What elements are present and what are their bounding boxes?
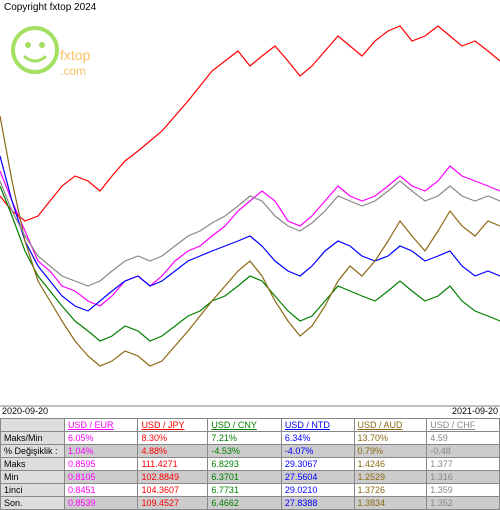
row-label: Son. (1, 497, 65, 510)
series-usd-chf (0, 181, 500, 286)
summary-table: USD / EURUSD / JPYUSD / CNYUSD / NTDUSD … (0, 418, 500, 510)
table-cell: 1.359 (427, 484, 500, 497)
pair-header[interactable]: USD / NTD (281, 419, 354, 432)
row-label: Maks (1, 458, 65, 471)
pair-header[interactable]: USD / AUD (354, 419, 427, 432)
row-label: % Değişiklik : (1, 445, 65, 458)
table-cell: 8.30% (138, 432, 208, 445)
table-cell: -0.48 (427, 445, 500, 458)
table-cell: 13.70% (354, 432, 427, 445)
table-cell: 6.3701 (208, 471, 281, 484)
table-cell: 102.8849 (138, 471, 208, 484)
row-label: Maks/Min (1, 432, 65, 445)
pair-header[interactable]: USD / EUR (65, 419, 138, 432)
table-cell: 1.3834 (354, 497, 427, 510)
row-label: Min (1, 471, 65, 484)
row-label: 1inci (1, 484, 65, 497)
table-cell: 29.3067 (281, 458, 354, 471)
series-usd-cny (0, 186, 500, 341)
series-usd-ntd (0, 156, 500, 311)
table-corner (1, 419, 65, 432)
series-usd-aud (0, 116, 500, 366)
table-cell: 27.8388 (281, 497, 354, 510)
table-cell: 6.7731 (208, 484, 281, 497)
table-cell: 1.04% (65, 445, 138, 458)
table-cell: 6.34% (281, 432, 354, 445)
table-cell: 6.05% (65, 432, 138, 445)
copyright-text: Copyright fxtop 2024 (4, 2, 96, 13)
table-cell: 4.59 (427, 432, 500, 445)
table-cell: 1.377 (427, 458, 500, 471)
table-cell: 0.79% (354, 445, 427, 458)
table-cell: 1.2529 (354, 471, 427, 484)
table-cell: 111.4271 (138, 458, 208, 471)
table-cell: 6.8293 (208, 458, 281, 471)
table-cell: -4.07% (281, 445, 354, 458)
table-cell: 1.352 (427, 497, 500, 510)
pair-header[interactable]: USD / CNY (208, 419, 281, 432)
table-cell: 7.21% (208, 432, 281, 445)
table-cell: 0.8451 (65, 484, 138, 497)
table-cell: 109.4527 (138, 497, 208, 510)
exchange-rate-chart (0, 0, 500, 410)
pair-header[interactable]: USD / JPY (138, 419, 208, 432)
table-cell: 29.0210 (281, 484, 354, 497)
table-cell: 0.8539 (65, 497, 138, 510)
series-usd-jpy (0, 26, 500, 221)
pair-header[interactable]: USD / CHF (427, 419, 500, 432)
table-cell: 27.5604 (281, 471, 354, 484)
table-cell: 104.3607 (138, 484, 208, 497)
table-cell: 6.4662 (208, 497, 281, 510)
table-cell: 4.88% (138, 445, 208, 458)
table-cell: -4.53% (208, 445, 281, 458)
table-cell: 0.8595 (65, 458, 138, 471)
table-cell: 1.316 (427, 471, 500, 484)
table-cell: 1.4246 (354, 458, 427, 471)
table-cell: 0.8105 (65, 471, 138, 484)
table-cell: 1.3726 (354, 484, 427, 497)
